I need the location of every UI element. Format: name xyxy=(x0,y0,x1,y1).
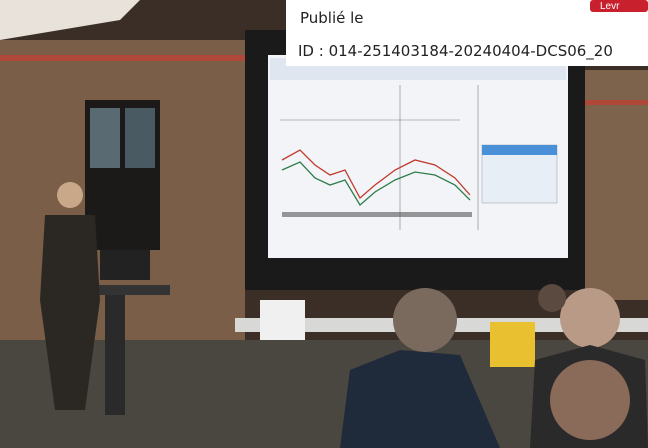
wall-stripe xyxy=(0,55,245,61)
chair xyxy=(490,322,535,367)
audience-head xyxy=(538,284,566,312)
laptop xyxy=(100,250,150,280)
lectern-stand xyxy=(105,295,125,415)
scene: Levr Publié le ID : 014-251403184-202404… xyxy=(0,0,648,448)
stamp-id: ID : 014-251403184-20240404-DCS06_20 xyxy=(298,42,613,61)
audience-head xyxy=(560,288,620,348)
window-pane xyxy=(125,108,155,168)
stamp-published: Publié le xyxy=(300,9,364,27)
window-pane xyxy=(90,108,120,168)
wall-stripe xyxy=(580,100,648,105)
chair xyxy=(260,300,305,340)
audience-head xyxy=(393,288,457,352)
stamp-badge-text: Levr xyxy=(600,1,620,12)
slide-axis xyxy=(282,212,472,217)
speaker-head xyxy=(57,182,83,208)
audience-head xyxy=(550,360,630,440)
page: Levr Publié le ID : 014-251403184-202404… xyxy=(0,0,648,448)
slide-table-head xyxy=(482,145,557,155)
